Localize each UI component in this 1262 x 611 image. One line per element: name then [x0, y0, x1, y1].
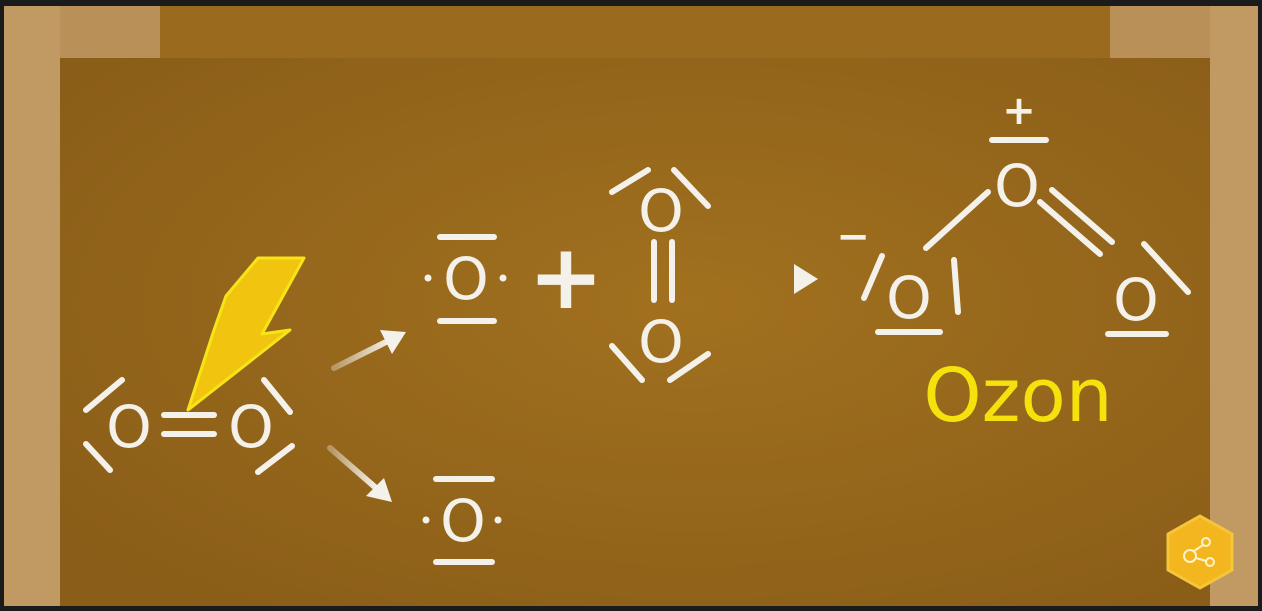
lone-pair-bond	[83, 377, 125, 413]
atomic-oxygen-bottom	[422, 476, 502, 565]
split-arrow-down	[327, 445, 392, 502]
lone-pair-bond	[951, 257, 961, 315]
single-bond	[923, 189, 991, 251]
radical-electron-dot	[422, 516, 430, 524]
lone-pair-bond	[261, 377, 293, 415]
lone-pair-bond	[609, 343, 645, 383]
lone-pair-bond	[671, 167, 711, 209]
hexagon-molecule-logo-icon	[1166, 514, 1234, 590]
plus-operator: +	[528, 225, 603, 330]
atomic-oxygen-top	[424, 234, 507, 324]
ozone-label: Ozon	[923, 353, 1112, 439]
radical-electron-dot	[499, 274, 507, 282]
oxygen-atom-label: O	[440, 487, 486, 555]
radical-electron-dot	[494, 516, 502, 524]
oxygen-atom-label: O	[994, 152, 1040, 220]
lone-pair-bond	[667, 351, 711, 383]
negative-charge: −	[836, 214, 870, 260]
board-top-strip	[160, 6, 1110, 58]
double-bond-lower	[1049, 187, 1115, 245]
lone-pair-bond	[255, 443, 295, 475]
oxygen-atom-label: O	[638, 177, 684, 245]
vertical-o2-molecule	[609, 167, 711, 383]
lone-pair-bond	[83, 441, 113, 473]
reaction-arrow	[737, 264, 818, 294]
radical-electron-dot	[424, 274, 432, 282]
oxygen-atom-label: O	[638, 308, 684, 376]
lightning-bolt-icon	[186, 256, 306, 412]
split-arrow-up	[331, 330, 406, 371]
oxygen-atom-label: O	[106, 393, 152, 461]
reactant-o2-molecule	[83, 377, 295, 475]
lone-pair-bond	[1141, 241, 1191, 295]
oxygen-atom-label: O	[886, 264, 932, 332]
ozone-molecule	[861, 137, 1191, 337]
oxygen-atom-label: O	[1113, 266, 1159, 334]
frame-left-edge	[4, 6, 60, 606]
lone-pair-bond	[609, 167, 651, 195]
frame-right-edge	[1210, 6, 1258, 606]
oxygen-atom-label: O	[228, 393, 274, 461]
oxygen-atom-label: O	[443, 245, 489, 313]
double-bond-upper	[1037, 199, 1103, 257]
positive-charge: +	[1002, 88, 1036, 134]
lone-pair-bond	[861, 253, 885, 301]
